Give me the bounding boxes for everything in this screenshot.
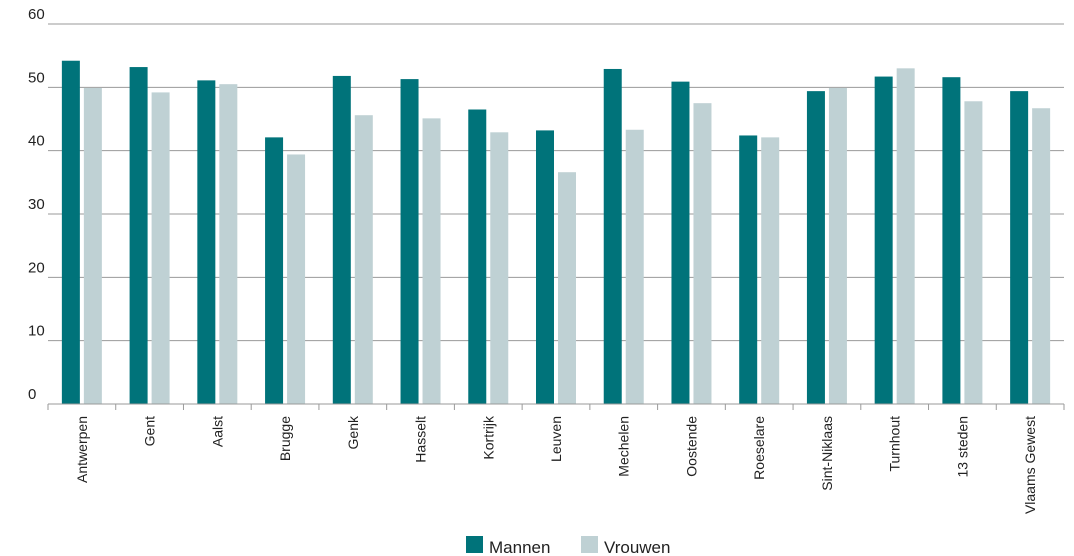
bar-mannen <box>129 67 148 405</box>
legend-label: Mannen <box>489 538 550 556</box>
bar-mannen <box>874 76 893 405</box>
legend: Mannen Vrouwen <box>466 536 670 556</box>
category-label: Vlaams Gewest <box>1022 416 1038 514</box>
bar-mannen <box>265 137 284 404</box>
bar-group <box>536 130 576 404</box>
category-label: Gent <box>142 416 158 446</box>
bar-group <box>61 60 102 404</box>
bar-vrouwen <box>422 118 441 404</box>
category-label: Antwerpen <box>74 416 90 483</box>
bar-vrouwen <box>761 137 780 404</box>
y-tick-label: 60 <box>28 6 45 23</box>
bar-mannen <box>400 79 419 404</box>
bar-mannen <box>806 91 825 404</box>
category-label: Mechelen <box>616 416 632 477</box>
bar-mannen <box>468 109 487 404</box>
bar-group <box>129 67 170 405</box>
bar-vrouwen <box>828 87 847 404</box>
bar-group <box>874 68 915 405</box>
bar-group <box>739 135 780 404</box>
legend-item: Mannen <box>466 536 550 556</box>
y-tick-label: 20 <box>28 259 45 276</box>
category-label: Brugge <box>277 416 293 461</box>
y-tick-label: 30 <box>28 196 45 213</box>
category-label: Sint-Niklaas <box>819 416 835 491</box>
category-label: 13 steden <box>954 416 970 478</box>
bar-vrouwen <box>896 68 915 404</box>
bar-mannen <box>942 77 961 404</box>
bar-mannen <box>61 60 80 404</box>
bar-mannen <box>603 68 622 404</box>
bar-group <box>806 87 847 404</box>
bar-vrouwen <box>287 154 306 404</box>
y-tick-label: 50 <box>28 69 45 86</box>
y-tick-label: 0 <box>28 386 36 403</box>
category-label: Roeselare <box>751 416 767 480</box>
bar-group <box>400 79 441 404</box>
category-label: Oostende <box>683 416 699 477</box>
category-label: Hasselt <box>413 416 429 463</box>
legend-swatch <box>581 536 598 553</box>
bar-group <box>197 80 238 405</box>
bars <box>61 60 1051 405</box>
legend-item: Vrouwen <box>581 536 670 556</box>
legend-label: Vrouwen <box>604 538 670 556</box>
bar-mannen <box>332 75 351 404</box>
category-label: Turnhout <box>887 416 903 472</box>
category-label: Kortrijk <box>480 415 496 460</box>
gridlines <box>48 23 1064 342</box>
category-label: Aalst <box>209 416 225 447</box>
category-label: Genk <box>345 415 361 449</box>
bar-group <box>265 137 306 404</box>
bar-group <box>468 109 509 405</box>
x-axis <box>47 403 1065 410</box>
y-axis-ticks: 0 10 20 30 40 50 60 <box>28 6 45 403</box>
bar-vrouwen <box>964 101 983 405</box>
legend-swatch <box>466 536 483 553</box>
bar-group <box>332 75 373 404</box>
bar-group <box>1010 91 1051 404</box>
bar-mannen <box>197 80 216 404</box>
bar-vrouwen <box>354 115 373 404</box>
bar-vrouwen <box>693 103 712 405</box>
bar-vrouwen <box>490 132 509 405</box>
bar-mannen <box>1010 91 1029 404</box>
y-tick-label: 10 <box>28 323 45 340</box>
bar-vrouwen <box>625 129 644 404</box>
bar-group <box>942 77 983 405</box>
category-labels: Antwerpen Gent Aalst Brugge Genk Hasselt Kortr… <box>74 415 1038 514</box>
category-label: Leuven <box>548 416 564 462</box>
y-tick-label: 40 <box>28 133 45 150</box>
bar-group <box>671 81 712 405</box>
bar-mannen <box>739 135 758 404</box>
bar-vrouwen <box>558 172 576 404</box>
bar-mannen <box>671 81 690 404</box>
bar-vrouwen <box>1032 108 1051 404</box>
bar-group <box>603 68 644 404</box>
bar-vrouwen <box>83 87 102 404</box>
bar-vrouwen <box>219 84 238 405</box>
bar-vrouwen <box>151 92 170 405</box>
bar-mannen <box>536 130 554 404</box>
